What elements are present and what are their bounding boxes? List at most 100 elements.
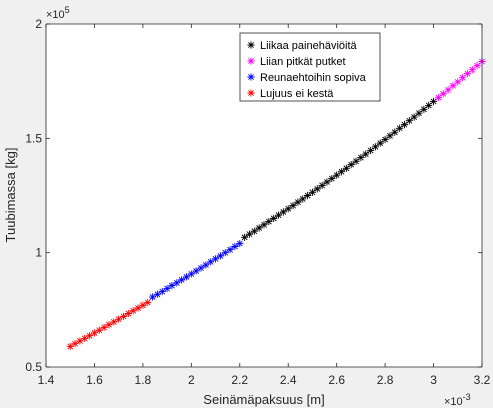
svg-text:×10-3: ×10-3 — [444, 392, 471, 408]
x-tick-label: 1.6 — [86, 373, 103, 387]
data-point — [425, 101, 433, 110]
data-point — [216, 252, 224, 260]
x-tick-label: 2.6 — [328, 373, 345, 387]
data-point — [236, 239, 244, 248]
data-point — [294, 198, 302, 206]
data-point — [459, 74, 467, 82]
x-tick-label: 2 — [188, 373, 195, 387]
data-point — [318, 181, 326, 190]
data-point — [241, 233, 249, 241]
data-point — [231, 242, 239, 251]
legend: Liikaa painehäviöitä Liian pitkät putket R… — [239, 32, 381, 102]
data-point — [357, 153, 365, 162]
data-point — [265, 217, 273, 226]
data-point — [144, 298, 152, 307]
data-point — [386, 132, 394, 140]
legend-label: Liikaa painehäviöitä — [260, 40, 358, 52]
data-point — [178, 276, 186, 284]
y-exponent: ×105 — [46, 5, 70, 21]
data-point — [391, 128, 399, 136]
data-point — [337, 168, 346, 176]
x-tick-label: 1.8 — [135, 373, 152, 387]
data-point — [105, 321, 113, 329]
y-tick-label: 2 — [35, 17, 42, 31]
data-point — [100, 323, 108, 332]
data-point — [76, 337, 84, 345]
data-point — [352, 157, 360, 165]
data-point — [71, 340, 79, 348]
y-tick-label: 0.5 — [25, 360, 42, 374]
data-point — [449, 82, 457, 90]
svg-text:×105: ×105 — [46, 5, 70, 21]
x-tick-label: 2.4 — [280, 373, 297, 387]
legend-item: Liian pitkät putket — [247, 56, 346, 68]
legend-label: Reunaehtoihin sopiva — [260, 72, 367, 84]
data-point — [168, 281, 176, 290]
data-point — [187, 270, 195, 278]
chart-marks — [66, 57, 486, 351]
legend-marker — [247, 57, 255, 65]
data-point — [226, 246, 234, 254]
data-point — [255, 224, 263, 232]
data-point — [90, 329, 99, 337]
series-2 — [148, 239, 244, 301]
data-point — [270, 214, 278, 222]
data-point — [323, 178, 331, 186]
data-point — [119, 312, 128, 321]
data-point — [274, 211, 283, 219]
y-exponent-base: ×10 — [46, 9, 65, 21]
data-point — [299, 195, 307, 203]
data-point — [124, 309, 132, 318]
data-point — [279, 208, 287, 216]
series-1 — [434, 57, 486, 102]
data-point — [439, 90, 447, 98]
data-point — [328, 174, 336, 183]
data-point — [366, 146, 375, 155]
x-tick-label: 2.8 — [377, 373, 394, 387]
data-point — [429, 97, 438, 106]
data-point — [473, 62, 481, 70]
data-point — [376, 139, 384, 147]
data-point — [110, 318, 118, 326]
data-point — [420, 105, 428, 113]
data-point — [468, 66, 476, 74]
series-0 — [241, 97, 438, 241]
data-point — [207, 258, 215, 266]
data-point — [221, 249, 229, 257]
y-exponent-power: 5 — [65, 5, 70, 15]
data-point — [410, 113, 418, 121]
x-axis-label: Seinämäpaksuus [m] — [203, 392, 324, 407]
data-point — [405, 117, 413, 125]
data-point — [308, 188, 317, 196]
y-tick-label: 1 — [35, 246, 42, 260]
y-axis-label: Tuubimassa [kg] — [3, 148, 18, 243]
series-3 — [66, 298, 152, 351]
data-point — [400, 121, 409, 129]
x-exponent-power: -3 — [463, 392, 471, 402]
data-point — [333, 171, 341, 179]
data-point — [463, 70, 472, 78]
legend-marker — [247, 73, 255, 81]
data-point — [81, 334, 89, 343]
data-point — [95, 326, 103, 334]
data-point — [371, 143, 380, 151]
data-point — [454, 78, 462, 86]
data-point — [129, 307, 137, 315]
legend-item: Reunaehtoihin sopiva — [247, 72, 367, 84]
x-tick-label: 1.4 — [38, 373, 55, 387]
y-tick-label: 1.5 — [25, 131, 42, 145]
legend-item: Liikaa painehäviöitä — [247, 40, 358, 52]
data-point — [153, 290, 162, 298]
x-exponent: ×10-3 — [444, 392, 471, 408]
data-point — [139, 301, 147, 309]
x-tick-label: 2.2 — [231, 373, 248, 387]
x-tick-label: 3 — [430, 373, 437, 387]
data-point — [86, 332, 94, 340]
data-point — [362, 150, 370, 158]
data-point — [192, 267, 200, 275]
data-point — [260, 221, 268, 229]
x-exponent-base: ×10 — [444, 396, 463, 408]
data-point — [173, 279, 181, 287]
